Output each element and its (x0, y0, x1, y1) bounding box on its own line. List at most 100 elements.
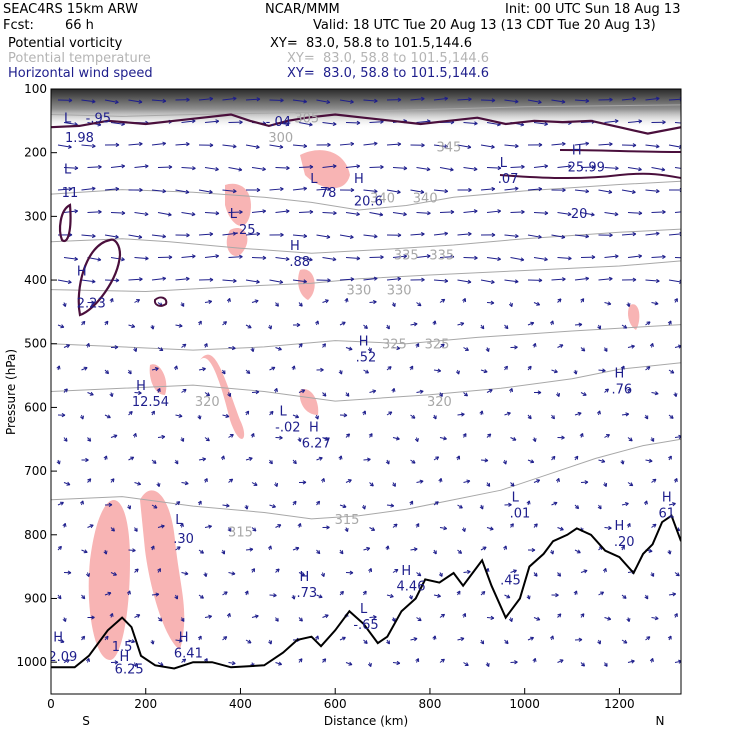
wind-arrow (174, 594, 179, 600)
wind-arrow (432, 635, 437, 641)
wind-arrow (56, 459, 61, 465)
wind-arrow (227, 392, 232, 397)
wind-arrow (110, 257, 125, 262)
wind-arrow (175, 413, 183, 418)
wind-arrow (651, 391, 659, 396)
wind-arrow (409, 500, 414, 506)
wind-arrow (104, 186, 120, 192)
wind-arrow (127, 504, 132, 510)
wind-arrow (275, 661, 283, 666)
wind-arrow (604, 434, 610, 438)
wind-arrow (604, 119, 619, 124)
wind-arrow (668, 502, 676, 507)
wind-arrow (339, 636, 346, 641)
wind-arrow (269, 232, 284, 238)
wind-arrow (645, 231, 660, 236)
wind-arrow (480, 639, 485, 645)
wind-arrow (651, 120, 666, 125)
wind-arrow (557, 435, 565, 440)
wind-arrow (439, 436, 447, 441)
wind-arrow (433, 96, 449, 101)
wind-arrow (157, 347, 164, 352)
wind-arrow (85, 572, 90, 577)
wind-arrow (316, 278, 331, 283)
extremum-label: 20 (571, 207, 588, 222)
wind-arrow (439, 526, 448, 531)
wind-arrow (457, 637, 465, 642)
wind-arrow (128, 324, 136, 329)
wind-arrow (651, 254, 666, 259)
wind-arrow (110, 527, 115, 532)
field-name-theta: Potential temperature (8, 51, 151, 66)
wind-arrow (621, 412, 630, 417)
wind-arrow (127, 369, 132, 375)
wind-arrow (85, 343, 90, 348)
wind-arrow (621, 639, 628, 644)
org-label: NCAR/MMM (265, 2, 340, 17)
wind-arrow (463, 255, 478, 261)
wind-arrow (134, 614, 141, 618)
wind-arrow (486, 165, 502, 171)
wind-arrow (598, 233, 613, 238)
wind-arrow (298, 389, 306, 394)
wind-arrow (432, 414, 437, 420)
wind-arrow (316, 186, 331, 192)
wind-arrow (180, 617, 185, 622)
wind-arrow (510, 569, 517, 574)
wind-arrow (87, 437, 92, 442)
theta-label: 330 (346, 284, 371, 299)
pv-contour-small-2 (77, 238, 122, 317)
wind-arrow (504, 594, 511, 599)
wind-arrow (526, 500, 531, 506)
wind-arrow (339, 549, 344, 555)
wind-arrow (367, 662, 372, 667)
theta-label: 325 (425, 338, 450, 353)
header-block: SEAC4RS 15km ARW NCAR/MMM Init: 00 UTC S… (0, 0, 740, 90)
wind-arrow (198, 189, 213, 194)
wind-arrow (510, 164, 525, 170)
wind-arrow (557, 298, 562, 303)
wind-arrow (110, 571, 117, 576)
pv-fill-4 (225, 183, 251, 226)
theta-line-315 (51, 438, 681, 520)
wind-arrow (175, 189, 190, 194)
extremum-label: H (615, 519, 625, 534)
wind-arrow (573, 369, 578, 375)
wind-arrow (268, 639, 273, 645)
extremum-label: 2.09 (48, 650, 77, 665)
wind-arrow (220, 455, 225, 461)
extremum-label: L (64, 112, 72, 127)
wind-arrow (526, 594, 531, 600)
wind-arrow (433, 144, 449, 149)
wind-arrow (598, 368, 606, 373)
wind-arrow (181, 658, 187, 663)
wind-arrow (369, 615, 377, 620)
wind-arrow (480, 458, 489, 463)
wind-arrow (228, 209, 243, 215)
x-end-left: S (82, 714, 90, 728)
wind-arrow (555, 478, 560, 483)
wind-arrow (345, 256, 361, 261)
wind-arrow (269, 504, 276, 509)
wind-arrow (386, 503, 395, 508)
wind-arrow (416, 572, 422, 577)
wind-arrow (62, 302, 67, 307)
wind-arrow (228, 120, 243, 125)
wind-arrow (556, 392, 561, 397)
wind-arrow (533, 301, 541, 306)
wind-arrow (222, 278, 237, 283)
wind-arrow (480, 98, 496, 103)
wind-arrow (87, 391, 94, 396)
x-end-right: N (656, 714, 665, 728)
wind-arrow (621, 96, 637, 101)
wind-arrow (251, 255, 267, 261)
wind-arrow (457, 231, 472, 237)
wind-arrow (339, 504, 347, 509)
wind-arrow (151, 141, 167, 146)
wind-arrow (269, 366, 276, 371)
wind-arrow (181, 254, 196, 259)
wind-arrow (574, 234, 590, 239)
wind-arrow (181, 212, 196, 217)
